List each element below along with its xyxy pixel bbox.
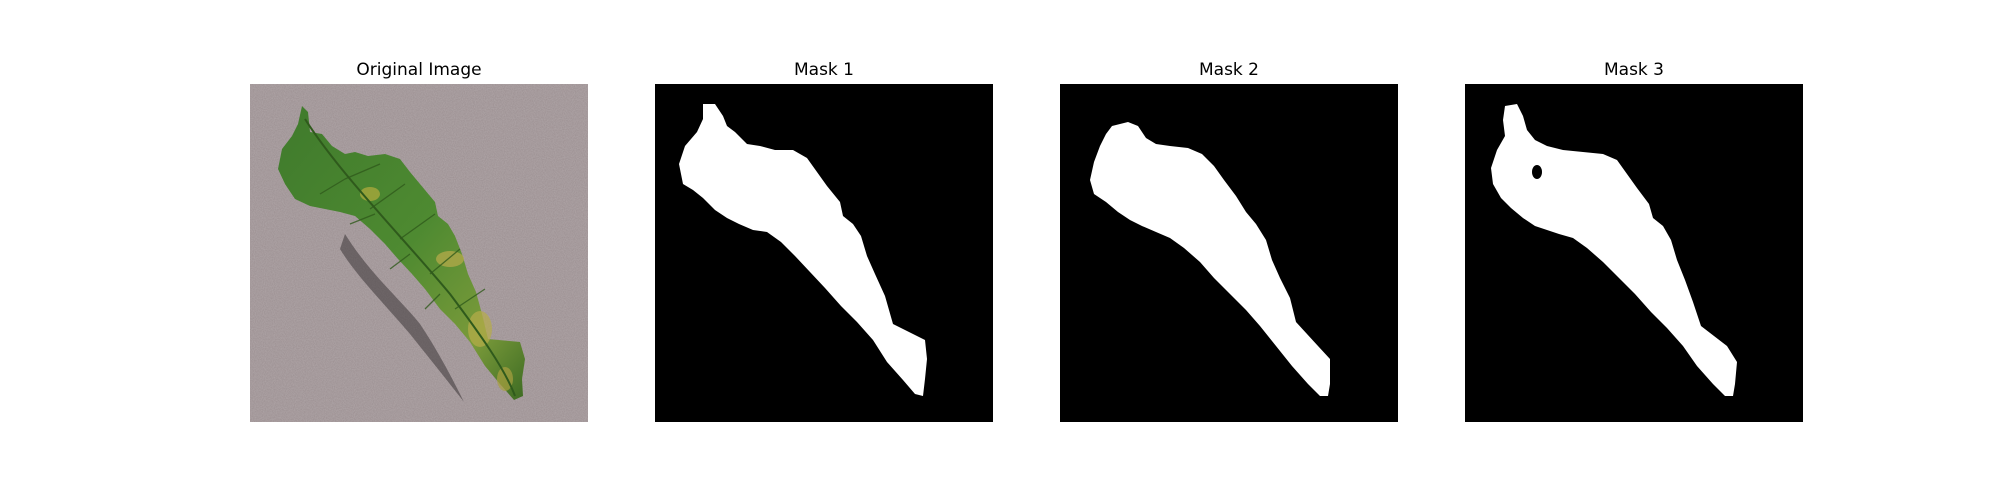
panel-title: Mask 2 [1198, 60, 1259, 80]
mask-1-image [655, 84, 993, 422]
panel-title: Mask 1 [793, 60, 854, 80]
panel-title: Mask 3 [1603, 60, 1664, 80]
mask-2-image [1060, 84, 1398, 422]
mask-3-image [1465, 84, 1803, 422]
original-leaf-image [250, 84, 588, 422]
panel-title: Original Image [356, 60, 482, 80]
